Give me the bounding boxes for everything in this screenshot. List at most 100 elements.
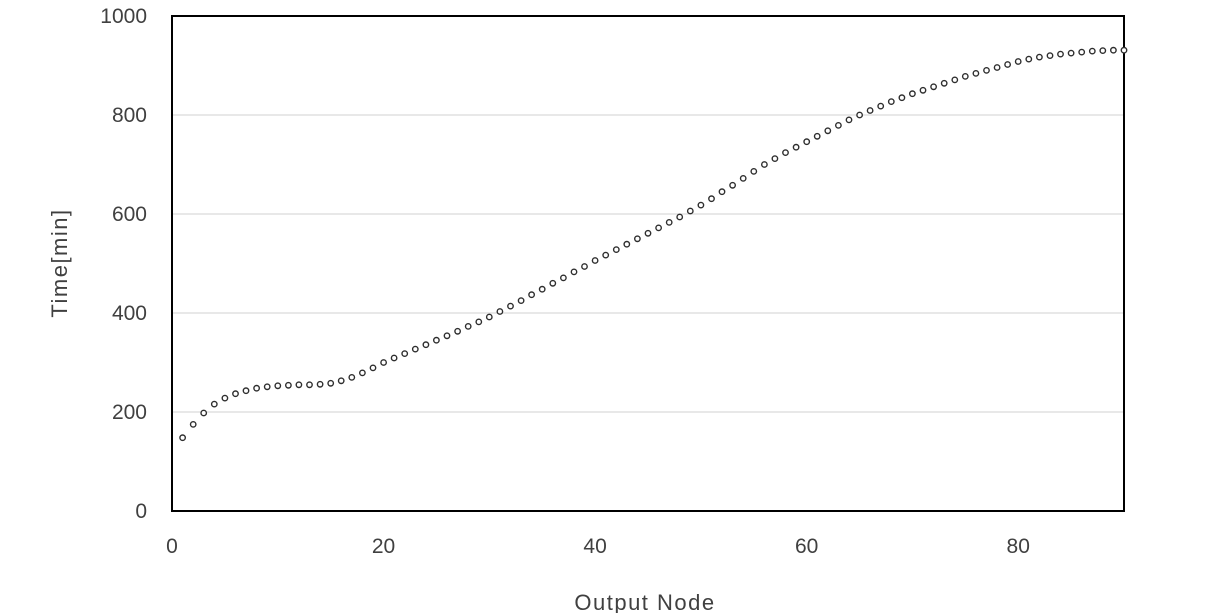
data-point — [739, 174, 747, 182]
data-point — [560, 274, 567, 282]
data-point — [570, 268, 578, 276]
data-point — [993, 64, 1001, 71]
data-point — [337, 377, 345, 385]
data-point — [263, 383, 271, 391]
x-tick-label: 40 — [583, 535, 606, 558]
data-point — [866, 107, 874, 114]
y-tick-label: 200 — [112, 401, 147, 424]
data-point — [718, 188, 726, 196]
data-point — [940, 79, 948, 87]
data-point — [1067, 49, 1075, 57]
data-point — [634, 235, 641, 243]
data-point — [697, 201, 705, 209]
x-tick-label: 80 — [1007, 535, 1030, 558]
data-point — [1088, 47, 1096, 55]
data-point — [528, 291, 535, 299]
data-point — [835, 122, 842, 129]
plot-border — [171, 15, 1125, 512]
data-point — [432, 336, 440, 344]
data-point — [856, 111, 863, 119]
data-point — [464, 322, 472, 330]
data-point — [887, 98, 895, 106]
data-point — [708, 195, 715, 203]
data-point — [792, 143, 800, 151]
data-point — [369, 364, 377, 372]
data-point — [591, 257, 599, 264]
data-point — [761, 161, 768, 168]
data-point — [443, 332, 451, 340]
data-point — [1004, 61, 1011, 68]
x-tick-label: 20 — [372, 535, 395, 558]
data-point — [686, 207, 694, 215]
data-point — [517, 297, 525, 304]
data-point — [1025, 55, 1033, 63]
data-point — [253, 384, 261, 392]
data-point — [1036, 53, 1043, 61]
data-point — [401, 350, 409, 357]
data-point — [750, 167, 758, 175]
data-point — [200, 409, 208, 417]
data-point — [274, 382, 282, 390]
data-point — [972, 70, 980, 77]
data-point — [623, 240, 631, 248]
data-point — [961, 73, 969, 80]
y-tick-label: 800 — [112, 104, 147, 127]
data-point — [295, 381, 303, 389]
data-point — [581, 263, 588, 270]
data-point — [179, 434, 187, 442]
data-point — [189, 420, 197, 428]
data-point — [813, 132, 821, 140]
data-point — [210, 400, 218, 408]
data-point — [316, 380, 324, 388]
y-tick-label: 400 — [112, 302, 147, 325]
data-point — [877, 102, 885, 110]
data-point — [327, 379, 335, 387]
data-point — [1014, 58, 1022, 65]
data-point — [549, 279, 557, 287]
data-point — [602, 251, 610, 259]
x-tick-label: 0 — [166, 535, 178, 558]
data-point — [1078, 48, 1086, 56]
x-tick-label: 60 — [795, 535, 818, 558]
data-point — [538, 285, 546, 293]
data-point — [951, 76, 959, 84]
data-point — [390, 354, 398, 362]
data-point — [475, 318, 483, 326]
data-point — [665, 218, 673, 226]
data-point — [485, 313, 493, 321]
data-point — [221, 394, 229, 402]
data-point — [306, 381, 313, 389]
data-point — [644, 229, 652, 237]
data-point — [454, 327, 461, 335]
data-point — [930, 83, 937, 91]
data-point — [909, 90, 916, 98]
y-tick-label: 0 — [135, 500, 147, 523]
data-point — [676, 213, 684, 221]
data-point — [729, 181, 736, 189]
data-point — [411, 345, 419, 353]
data-point — [824, 127, 832, 135]
data-point — [803, 138, 811, 146]
data-point — [242, 387, 250, 395]
y-axis-title: Time[min] — [47, 208, 72, 318]
data-point — [1110, 46, 1117, 54]
data-point — [771, 155, 779, 163]
data-point — [1057, 50, 1064, 58]
data-point — [358, 369, 366, 377]
data-point — [845, 116, 853, 124]
data-point — [380, 359, 387, 366]
data-point — [919, 86, 927, 94]
data-point — [284, 381, 292, 389]
x-axis-title: Output Node — [574, 590, 716, 613]
data-point — [1120, 46, 1128, 54]
data-point — [507, 302, 514, 310]
data-point — [1099, 47, 1107, 54]
data-point — [612, 246, 620, 254]
data-point — [232, 390, 239, 398]
y-tick-label: 1000 — [100, 5, 147, 28]
data-point — [1046, 52, 1054, 59]
data-point — [655, 224, 662, 232]
data-point — [496, 308, 504, 315]
